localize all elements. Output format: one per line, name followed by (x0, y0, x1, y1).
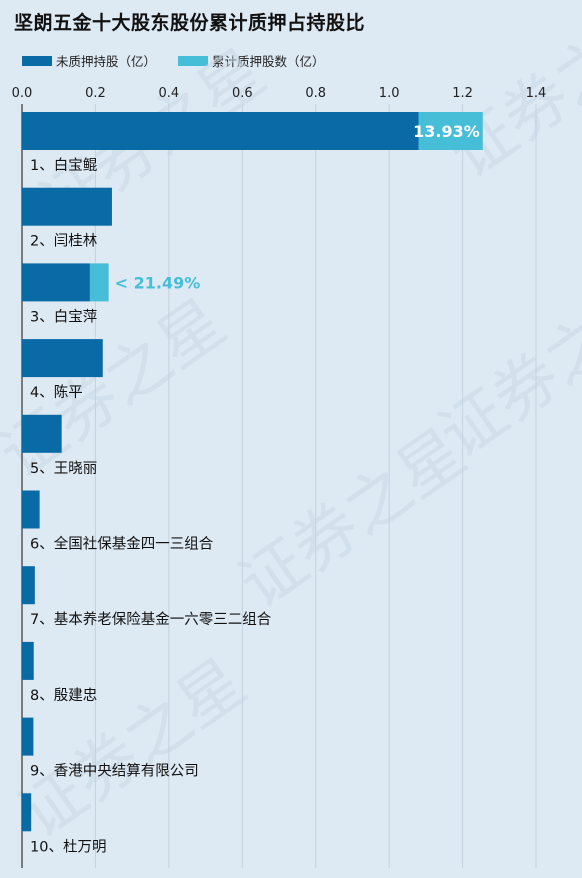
x-tick-label: 0.0 (12, 86, 33, 101)
category-label: 10、杜万明 (30, 838, 106, 855)
category-label: 5、王晓丽 (30, 460, 97, 477)
legend-item-unpledged: 未质押持股（亿） (22, 51, 156, 70)
bar-unpledged (22, 414, 62, 453)
bar-unpledged (22, 717, 34, 756)
category-label: 3、白宝萍 (30, 308, 97, 325)
category-label: 9、香港中央结算有限公司 (30, 763, 199, 780)
category-label: 6、全国社保基金四一三组合 (30, 535, 214, 553)
category-label: 2、闫桂林 (30, 233, 98, 250)
category-label: 8、殷建忠 (30, 687, 97, 704)
legend-swatch-pledged (178, 55, 209, 66)
data-label: < 21.49% (115, 273, 201, 292)
legend: 未质押持股（亿） 累计质押股数（亿） (22, 51, 347, 70)
bar-pledged (418, 112, 483, 150)
chart-title: 坚朗五金十大股东股份累计质押占持股比 (14, 12, 366, 34)
legend-label-pledged: 累计质押股数（亿） (212, 54, 325, 69)
category-label: 1、白宝鲲 (30, 157, 98, 174)
bar-unpledged (22, 566, 35, 605)
x-tick-label: 0.2 (85, 86, 106, 101)
legend-swatch-unpledged (22, 55, 52, 66)
bar-unpledged (22, 112, 419, 150)
x-tick-label: 0.6 (232, 86, 253, 101)
x-tick-label: 0.8 (305, 86, 326, 101)
bar-unpledged (22, 263, 90, 302)
legend-item-pledged: 累计质押股数（亿） (178, 51, 325, 70)
bar-pledged (89, 263, 109, 302)
category-label: 4、陈平 (30, 383, 83, 401)
legend-label-unpledged: 未质押持股（亿） (56, 54, 157, 69)
bar-unpledged (22, 490, 40, 529)
x-tick-label: 1.2 (452, 86, 473, 101)
bar-unpledged (22, 339, 103, 378)
bar-unpledged (22, 793, 32, 832)
bar-unpledged (22, 187, 112, 226)
x-tick-label: 1.0 (379, 86, 400, 101)
bar-unpledged (22, 641, 34, 680)
data-label: 13.93% (413, 122, 480, 141)
category-label: 7、基本养老保险基金一六零三二组合 (30, 611, 272, 628)
x-tick-label: 1.4 (526, 86, 547, 101)
x-tick-label: 0.4 (159, 86, 180, 101)
